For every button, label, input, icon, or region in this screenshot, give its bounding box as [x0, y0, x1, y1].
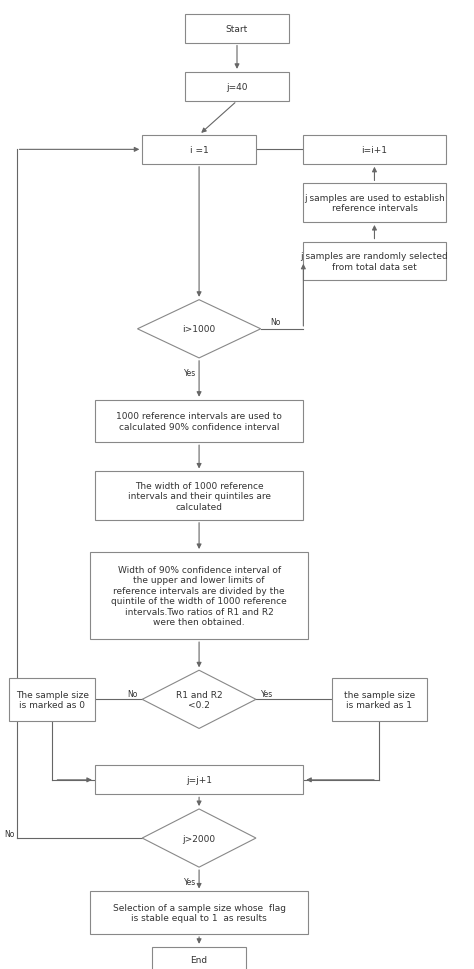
Text: Yes: Yes	[183, 877, 196, 887]
Text: Yes: Yes	[261, 689, 273, 699]
Text: i=i+1: i=i+1	[362, 145, 387, 155]
Text: The sample size
is marked as 0: The sample size is marked as 0	[16, 690, 89, 709]
Text: Selection of a sample size whose  flag
is stable equal to 1  as results: Selection of a sample size whose flag is…	[113, 903, 285, 922]
Text: j=40: j=40	[226, 82, 248, 92]
Text: i>1000: i>1000	[182, 325, 216, 334]
Text: i =1: i =1	[190, 145, 209, 155]
Text: Width of 90% confidence interval of
the upper and lower limits of
reference inte: Width of 90% confidence interval of the …	[111, 566, 287, 626]
FancyBboxPatch shape	[142, 136, 256, 165]
FancyBboxPatch shape	[90, 552, 308, 640]
Text: j samples are randomly selected
from total data set: j samples are randomly selected from tot…	[301, 252, 448, 271]
FancyBboxPatch shape	[185, 15, 289, 44]
Text: j>2000: j>2000	[182, 833, 216, 843]
FancyBboxPatch shape	[152, 947, 246, 969]
Text: R1 and R2
<0.2: R1 and R2 <0.2	[176, 690, 222, 709]
FancyBboxPatch shape	[90, 891, 308, 934]
Text: The width of 1000 reference
intervals and their quintiles are
calculated: The width of 1000 reference intervals an…	[128, 482, 271, 511]
FancyBboxPatch shape	[303, 242, 446, 281]
Text: No: No	[4, 828, 14, 838]
FancyBboxPatch shape	[95, 766, 303, 795]
FancyBboxPatch shape	[95, 472, 303, 520]
Text: j samples are used to establish
reference intervals: j samples are used to establish referenc…	[304, 194, 445, 213]
Text: Start: Start	[226, 24, 248, 34]
Text: End: End	[191, 954, 208, 964]
FancyBboxPatch shape	[303, 184, 446, 223]
FancyBboxPatch shape	[95, 400, 303, 443]
FancyBboxPatch shape	[303, 136, 446, 165]
Text: No: No	[127, 689, 137, 699]
Polygon shape	[137, 300, 261, 359]
Text: 1000 reference intervals are used to
calculated 90% confidence interval: 1000 reference intervals are used to cal…	[116, 412, 282, 431]
Polygon shape	[142, 809, 256, 867]
Text: No: No	[270, 317, 281, 327]
Polygon shape	[142, 671, 256, 729]
Text: j=j+1: j=j+1	[186, 775, 212, 785]
Text: the sample size
is marked as 1: the sample size is marked as 1	[344, 690, 415, 709]
FancyBboxPatch shape	[185, 73, 289, 102]
FancyBboxPatch shape	[332, 678, 427, 721]
FancyBboxPatch shape	[9, 678, 95, 721]
Text: Yes: Yes	[183, 368, 196, 378]
